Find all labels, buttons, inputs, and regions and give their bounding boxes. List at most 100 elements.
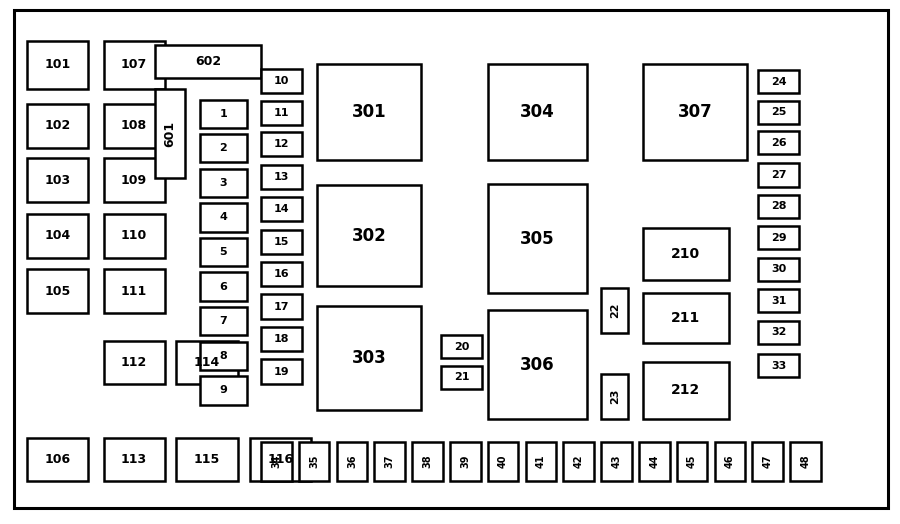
Bar [643, 64, 747, 160]
Bar [643, 293, 729, 343]
Bar [104, 104, 165, 148]
Bar [104, 341, 165, 384]
Text: 40: 40 [498, 455, 508, 468]
Text: 12: 12 [274, 139, 290, 149]
Bar [758, 70, 799, 93]
Bar [450, 442, 481, 481]
Bar [261, 69, 302, 93]
Bar [758, 354, 799, 377]
Bar [441, 335, 482, 358]
Text: 301: 301 [352, 103, 386, 121]
Text: 42: 42 [573, 455, 584, 468]
Text: 302: 302 [352, 227, 386, 245]
Bar [639, 442, 670, 481]
Text: 303: 303 [352, 349, 386, 367]
Text: 8: 8 [220, 351, 227, 361]
Text: 15: 15 [274, 236, 290, 247]
Text: 5: 5 [220, 247, 227, 257]
Text: 46: 46 [724, 455, 735, 468]
Bar [601, 442, 632, 481]
Text: 10: 10 [274, 76, 290, 86]
Text: 305: 305 [520, 230, 554, 248]
Bar [200, 272, 247, 301]
Bar [758, 321, 799, 344]
Bar [715, 442, 745, 481]
Text: 36: 36 [346, 455, 357, 468]
Text: 35: 35 [309, 455, 320, 468]
Text: 115: 115 [194, 453, 220, 466]
Bar [790, 442, 821, 481]
Bar [104, 269, 165, 313]
Text: 103: 103 [44, 174, 71, 187]
Text: 106: 106 [44, 453, 71, 466]
Bar [677, 442, 707, 481]
Bar [758, 195, 799, 218]
Bar [250, 438, 311, 481]
Text: 601: 601 [164, 121, 176, 147]
Text: 39: 39 [460, 455, 471, 468]
Text: 44: 44 [649, 455, 660, 468]
Text: 26: 26 [770, 137, 787, 148]
Text: 1: 1 [220, 108, 227, 119]
Bar [261, 165, 302, 189]
Bar [261, 197, 302, 221]
Bar [200, 307, 247, 335]
Text: 210: 210 [671, 247, 700, 261]
Bar [261, 327, 302, 351]
Text: 104: 104 [44, 230, 71, 242]
Bar [601, 288, 628, 333]
Text: 34: 34 [271, 455, 282, 468]
Text: 107: 107 [121, 59, 148, 71]
Bar [27, 269, 88, 313]
Text: 43: 43 [611, 455, 622, 468]
Text: 114: 114 [194, 356, 220, 368]
Bar [488, 442, 518, 481]
Bar [261, 442, 292, 481]
Bar [488, 310, 587, 419]
Text: 48: 48 [800, 455, 811, 468]
Bar [104, 438, 165, 481]
Bar [261, 294, 302, 319]
Bar [601, 374, 628, 419]
Bar [374, 442, 405, 481]
Text: 27: 27 [770, 170, 787, 180]
Bar [200, 169, 247, 197]
Text: 25: 25 [770, 107, 787, 117]
Bar [758, 258, 799, 281]
Bar [200, 376, 247, 405]
Text: 211: 211 [671, 311, 700, 325]
Bar [27, 104, 88, 148]
Bar [488, 184, 587, 293]
Text: 17: 17 [274, 301, 290, 312]
Text: 111: 111 [121, 285, 148, 298]
Text: 6: 6 [220, 281, 227, 292]
Bar [200, 203, 247, 232]
Text: 28: 28 [770, 201, 787, 212]
Bar [752, 442, 783, 481]
Bar [27, 41, 88, 89]
Text: 16: 16 [274, 269, 290, 279]
Bar [563, 442, 594, 481]
Text: 113: 113 [121, 453, 148, 466]
Bar [104, 214, 165, 258]
Text: 112: 112 [121, 356, 148, 368]
Bar [317, 64, 421, 160]
Bar [643, 228, 729, 280]
Text: 13: 13 [274, 171, 290, 182]
Text: 18: 18 [274, 334, 290, 344]
Text: 11: 11 [274, 107, 290, 118]
Text: 45: 45 [687, 455, 698, 468]
Bar [200, 134, 247, 162]
Bar [200, 238, 247, 266]
Bar [488, 64, 587, 160]
Text: 32: 32 [770, 327, 787, 337]
Bar [758, 101, 799, 124]
Text: 101: 101 [44, 59, 71, 71]
Text: 20: 20 [454, 342, 470, 352]
Bar [155, 45, 261, 78]
Bar [104, 41, 165, 89]
Bar [176, 438, 238, 481]
Bar [155, 89, 185, 178]
Text: 108: 108 [121, 119, 148, 132]
Text: 602: 602 [194, 55, 221, 68]
